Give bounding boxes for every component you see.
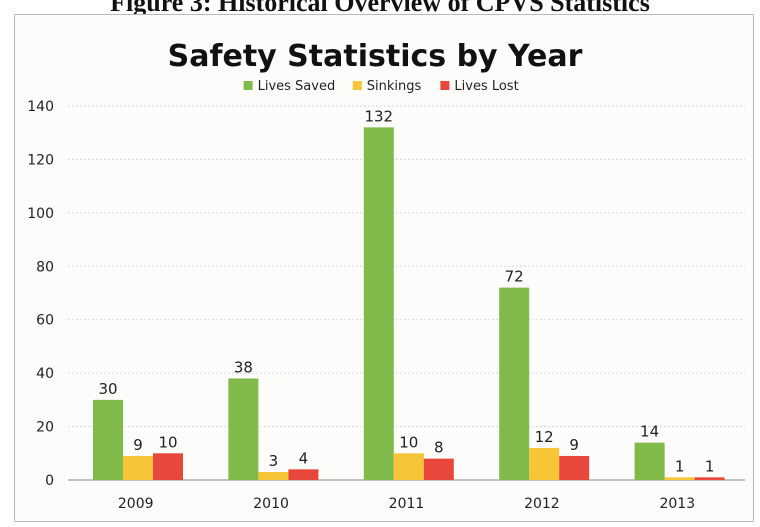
y-tick-label: 120 — [27, 152, 54, 168]
x-tick-label: 2010 — [253, 496, 289, 512]
data-label: 14 — [640, 423, 659, 441]
y-tick-label: 60 — [36, 313, 54, 329]
legend-swatch — [440, 81, 450, 90]
bar — [529, 447, 560, 480]
data-label: 30 — [98, 380, 117, 398]
x-tick-label: 2012 — [524, 496, 560, 512]
data-label: 9 — [133, 436, 143, 454]
bar — [258, 471, 289, 480]
legend-swatch — [243, 81, 253, 90]
y-tick-label: 40 — [36, 366, 54, 382]
data-label: 8 — [434, 439, 444, 457]
data-label: 132 — [364, 107, 393, 125]
bar — [123, 455, 153, 480]
y-axis: 0 20 40 60 80 100 120 140 — [27, 99, 54, 489]
data-label: 10 — [399, 433, 418, 451]
y-tick-label: 100 — [27, 206, 54, 222]
bar — [634, 442, 665, 480]
bar — [93, 399, 123, 480]
x-axis: 2009 2010 2011 2012 2013 — [118, 496, 695, 512]
legend-label: Lives Lost — [454, 79, 518, 94]
x-tick-label: 2011 — [389, 496, 425, 512]
data-label: 1 — [705, 457, 715, 475]
data-labels: 30 9 10 38 3 4 132 10 8 72 12 9 14 1 1 — [98, 107, 714, 475]
y-tick-label: 0 — [45, 473, 54, 489]
bar — [288, 469, 319, 480]
legend-swatch — [352, 81, 362, 90]
data-label: 10 — [158, 433, 177, 451]
bar — [499, 287, 530, 480]
legend-label: Lives Saved — [258, 79, 336, 94]
data-label: 38 — [234, 358, 253, 376]
data-label: 9 — [569, 436, 579, 454]
data-label: 72 — [505, 268, 524, 286]
x-tick-label: 2013 — [659, 496, 695, 512]
bars — [93, 127, 725, 480]
bar — [664, 477, 695, 480]
bar — [153, 453, 183, 480]
bar — [559, 455, 590, 480]
bar — [393, 453, 424, 480]
bar — [694, 477, 725, 480]
legend: Lives Saved Sinkings Lives Lost — [243, 79, 519, 94]
bar — [228, 378, 259, 480]
chart-title: Safety Statistics by Year — [168, 39, 583, 74]
bar — [423, 458, 454, 480]
legend-label: Sinkings — [367, 79, 422, 94]
y-tick-label: 20 — [36, 420, 54, 436]
y-tick-label: 140 — [27, 99, 54, 115]
data-label: 12 — [535, 428, 554, 446]
figure-caption: Figure 3: Historical Overview of CPVS St… — [110, 0, 650, 17]
x-tick-label: 2009 — [118, 496, 154, 512]
bar — [363, 127, 394, 480]
data-label: 3 — [269, 452, 279, 470]
data-label: 1 — [675, 457, 685, 475]
y-tick-label: 80 — [36, 259, 54, 275]
data-label: 4 — [299, 449, 309, 467]
